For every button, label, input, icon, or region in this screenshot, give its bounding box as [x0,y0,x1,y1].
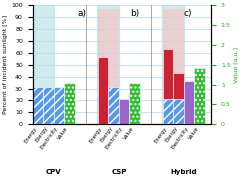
Bar [54,88,64,124]
Bar [98,9,108,124]
Bar [64,84,75,124]
Y-axis label: Percent of incident sunlight [%]: Percent of incident sunlight [%] [3,15,8,114]
Bar [98,57,108,124]
Bar [43,88,54,124]
Bar [184,81,195,124]
Bar [163,49,173,99]
Text: CSP: CSP [111,169,127,175]
Bar [195,68,205,124]
Text: a): a) [77,9,86,18]
Bar [163,9,173,124]
Bar [97,5,119,124]
Bar [108,88,119,124]
Bar [33,88,43,124]
Bar [129,84,140,124]
Bar [173,73,184,99]
Bar [163,99,173,124]
Bar [173,9,184,124]
Bar [162,5,184,124]
Bar [119,99,129,124]
Text: Hybrid: Hybrid [171,169,197,175]
Text: c): c) [184,9,192,18]
Bar [108,9,119,124]
Bar [32,5,54,124]
Y-axis label: Value [a.u.]: Value [a.u.] [234,47,239,83]
Text: b): b) [130,9,140,18]
Bar [173,99,184,124]
Text: CPV: CPV [46,169,61,175]
